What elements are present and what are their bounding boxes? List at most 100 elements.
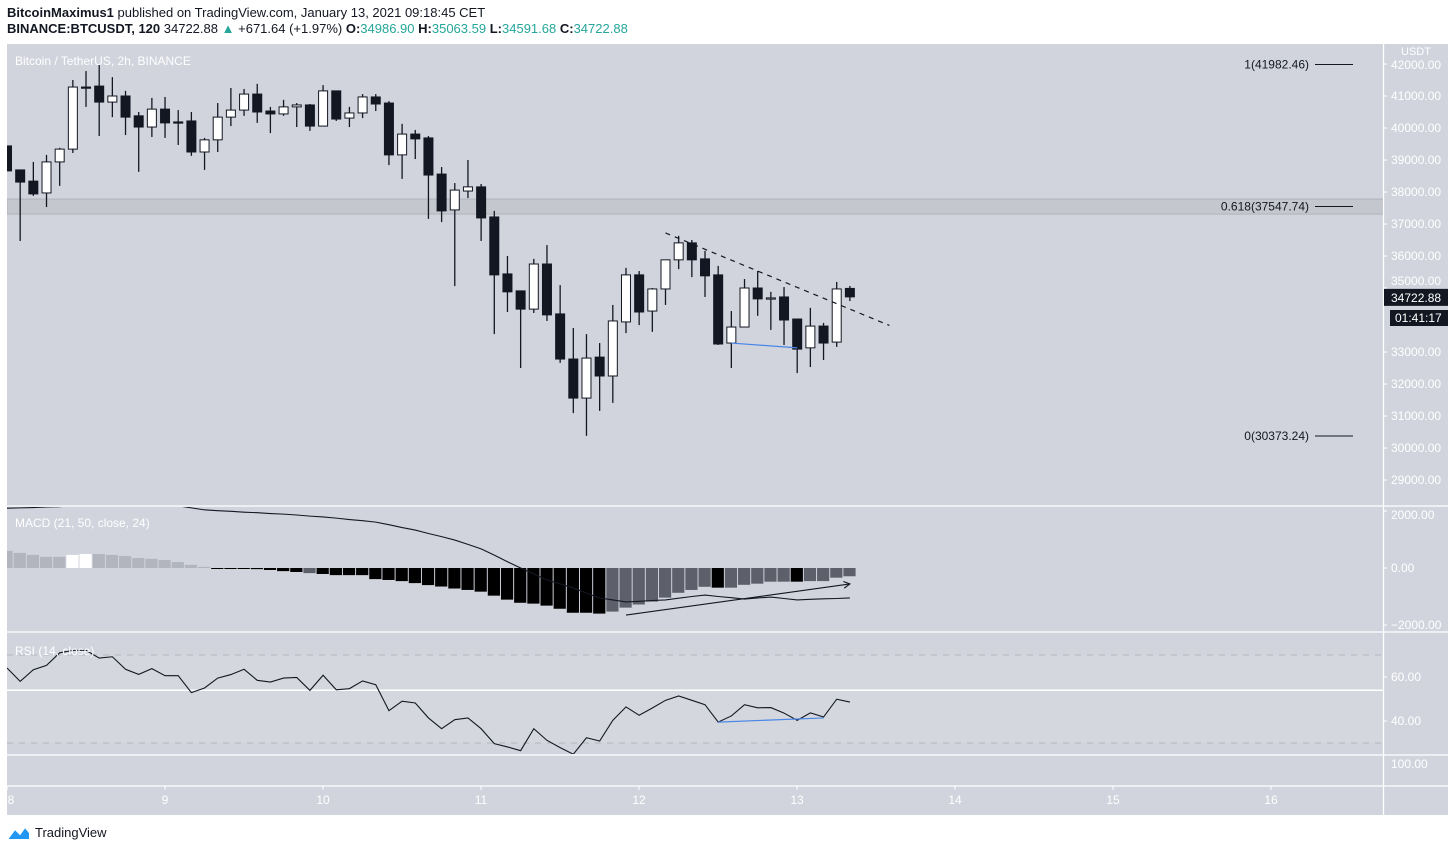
tradingview-footer[interactable]: TradingView	[7, 824, 107, 840]
candle-body	[107, 95, 118, 103]
fib-level-label: 1(41982.46)	[1244, 58, 1309, 72]
candle	[752, 271, 763, 316]
candle	[436, 167, 447, 223]
candle	[120, 90, 131, 136]
price-change: +671.64 (+1.97%)	[238, 21, 343, 36]
candle-body	[357, 96, 368, 114]
price-pane[interactable]: 1(41982.46) 0.618(37547.74) 0(30373.24)	[3, 58, 1384, 443]
candle-body	[818, 325, 829, 344]
candle	[489, 210, 500, 335]
candle	[225, 88, 236, 127]
dashed-trendline	[665, 232, 890, 326]
candle-body	[370, 96, 381, 105]
candle-body	[555, 313, 566, 360]
fib-level-label: 0(30373.24)	[1244, 429, 1309, 443]
macd-histogram-bar	[698, 568, 711, 587]
candle-body	[449, 189, 460, 211]
macd-histogram-bar	[514, 568, 527, 603]
candle-body	[278, 106, 289, 115]
macd-histogram-bar	[777, 568, 790, 582]
candle-body	[94, 85, 105, 103]
rsi-pane[interactable]	[7, 649, 1383, 754]
candle	[173, 110, 184, 145]
candle	[41, 154, 52, 208]
macd-title: MACD (21, 50, close, 24)	[15, 516, 150, 530]
rsi-title[interactable]: RSI (14, close)	[15, 644, 94, 658]
macd-histogram-bar	[7, 550, 13, 568]
candle	[779, 287, 790, 345]
countdown-label: 01:41:17	[1395, 311, 1442, 325]
candle-body	[397, 133, 408, 156]
candle	[541, 245, 552, 321]
macd-histogram-bar	[593, 568, 606, 614]
candle-body	[647, 288, 658, 312]
open-label: O:	[345, 21, 361, 36]
candle-body	[173, 121, 184, 124]
candle-body	[792, 318, 803, 350]
candle	[713, 265, 724, 345]
macd-tick-label: 0.00	[1391, 561, 1415, 575]
candle	[291, 103, 302, 128]
tradingview-brand: TradingView	[35, 824, 107, 840]
macd-histogram-bar	[198, 566, 211, 568]
macd-histogram-bar	[461, 568, 474, 590]
rsi-blue-support-line	[718, 717, 824, 723]
currency-label: USDT	[1401, 46, 1431, 58]
price-tick-label: 30000.00	[1391, 441, 1441, 455]
candle-body	[318, 90, 329, 127]
macd-histogram-bar	[738, 568, 751, 585]
candle	[686, 240, 697, 278]
candle	[54, 147, 65, 186]
macd-histogram-bar	[369, 568, 382, 580]
macd-histogram-bar	[685, 568, 698, 590]
macd-histogram-bar	[263, 568, 277, 570]
candle-body	[779, 296, 790, 321]
macd-histogram-bar	[79, 554, 92, 568]
fib-level-label: 0.618(37547.74)	[1221, 199, 1309, 213]
candle	[805, 307, 816, 368]
candle-body	[54, 148, 65, 163]
macd-histogram-bar	[224, 568, 237, 569]
time-tick-label: 15	[1106, 793, 1120, 807]
candle-body	[160, 108, 171, 124]
axes: 42000.00 41000.00 40000.00 39000.00 38000.00…	[6, 46, 1448, 807]
macd-histogram-bar	[764, 568, 777, 582]
time-tick-label: 14	[948, 793, 962, 807]
price-tick-label: 31000.00	[1391, 409, 1441, 423]
macd-histogram-bar	[448, 568, 461, 589]
macd-histogram-bar	[145, 558, 158, 568]
macd-histogram-bar	[606, 568, 619, 612]
macd-histogram-bar	[92, 554, 105, 568]
candle	[620, 267, 631, 334]
macd-histogram-bar	[408, 568, 421, 584]
macd-pane[interactable]	[1, 500, 856, 616]
time-tick-label: 8	[8, 793, 15, 807]
macd-histogram-bar	[316, 568, 329, 574]
candle	[160, 96, 171, 138]
macd-histogram-bar	[356, 568, 369, 576]
macd-histogram-bar	[659, 568, 672, 598]
macd-histogram-bar	[132, 558, 145, 568]
time-tick-label: 16	[1264, 793, 1278, 807]
candle	[146, 97, 157, 137]
macd-histogram-bar	[711, 568, 724, 588]
candle	[739, 279, 750, 328]
macd-histogram-bar	[237, 568, 250, 569]
time-tick-label: 13	[790, 793, 804, 807]
macd-histogram-bar	[105, 554, 119, 568]
candle-body	[67, 86, 78, 150]
candle-body	[291, 104, 302, 108]
candle	[304, 104, 315, 131]
author-name[interactable]: BitcoinMaximus1	[7, 5, 114, 20]
price-tick-label: 38000.00	[1391, 185, 1441, 199]
macd-histogram-bar	[527, 568, 540, 604]
candle	[15, 169, 26, 241]
candle-body	[410, 133, 421, 140]
empty-pane-tick-label: 100.00	[1391, 757, 1428, 771]
candle-body	[7, 145, 12, 172]
price-tick-label: 41000.00	[1391, 89, 1441, 103]
macd-histogram-bar	[53, 556, 66, 568]
candle	[278, 99, 289, 116]
candle-body	[133, 115, 144, 128]
